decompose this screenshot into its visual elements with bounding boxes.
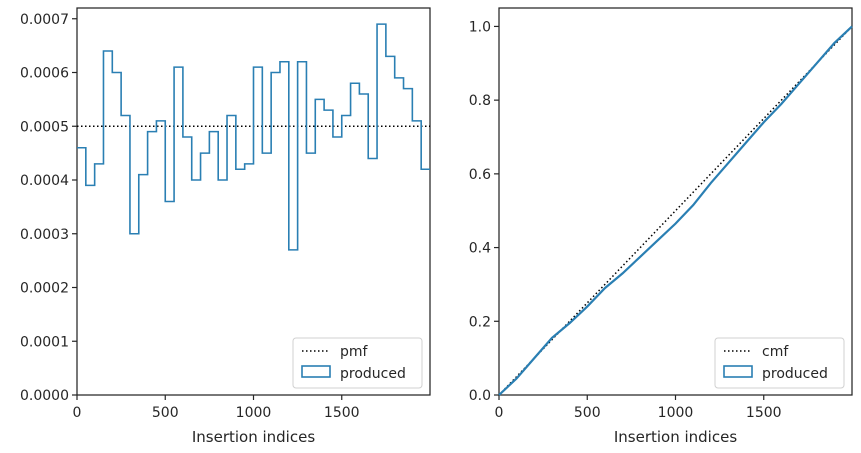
pmf-y-tick-label: 0.0006 [20,66,69,82]
cmf-y-tick-label: 0.0 [469,388,491,404]
cmf-x-tick-label: 0 [495,405,504,421]
produced-legend-swatch [301,365,331,378]
pmf-y-tick-label: 0.0005 [20,119,69,135]
cmf-x-ticks: 0 500 1000 1500 [495,395,782,421]
pmf-x-tick-label: 500 [152,405,179,421]
pmf-x-ticks: 0 500 1000 1500 [73,395,360,421]
pmf-y-ticks: 0.0000 0.0001 0.0002 0.0003 0.0004 0.0005 0.00… [20,12,77,404]
cmf-y-tick-label: 0.2 [469,314,491,330]
produced-legend-label: produced [340,366,406,382]
pmf-y-tick-label: 0.0007 [20,12,69,28]
pmf-y-tick-label: 0.0004 [20,173,69,189]
produced-cmf-legend-label: produced [762,366,828,382]
cmf-y-tick-label: 0.4 [469,241,491,257]
pmf-y-tick-label: 0.0001 [20,334,69,350]
pmf-chart: 0.0000 0.0001 0.0002 0.0003 0.0004 0.0005 0.00… [20,7,431,446]
pmf-legend: pmf produced [292,337,423,389]
pmf-y-tick-label: 0.0000 [20,388,69,404]
cmf-x-tick-label: 1500 [746,405,782,421]
pmf-y-tick-label: 0.0003 [20,227,69,243]
cmf-x-tick-label: 500 [574,405,601,421]
cmf-x-axis-label: Insertion indices [614,428,737,446]
cmf-legend-box [714,337,845,389]
pmf-x-tick-label: 0 [73,405,82,421]
cmf-y-tick-label: 1.0 [469,19,491,35]
pmf-x-tick-label: 1000 [236,405,272,421]
pmf-y-tick-label: 0.0002 [20,281,69,297]
produced-step-line [77,23,430,251]
cmf-legend: cmf produced [714,337,845,389]
pmf-legend-box [292,337,423,389]
pmf-legend-label: pmf [340,344,369,360]
cmf-y-tick-label: 0.8 [469,93,491,109]
pmf-x-tick-label: 1500 [324,405,360,421]
cmf-chart-frame [498,7,853,396]
cmf-x-tick-label: 1000 [658,405,694,421]
produced-cmf-legend-swatch [723,365,753,378]
cmf-legend-label: cmf [762,344,789,360]
cmf-y-ticks: 0.0 0.2 0.4 0.6 0.8 1.0 [469,19,499,404]
produced-cmf-line [498,25,853,396]
cmf-chart: 0.0 0.2 0.4 0.6 0.8 1.0 0 500 1000 1500 Insertio… [469,7,853,446]
cmf-y-tick-label: 0.6 [469,167,491,183]
pmf-x-axis-label: Insertion indices [192,428,315,446]
